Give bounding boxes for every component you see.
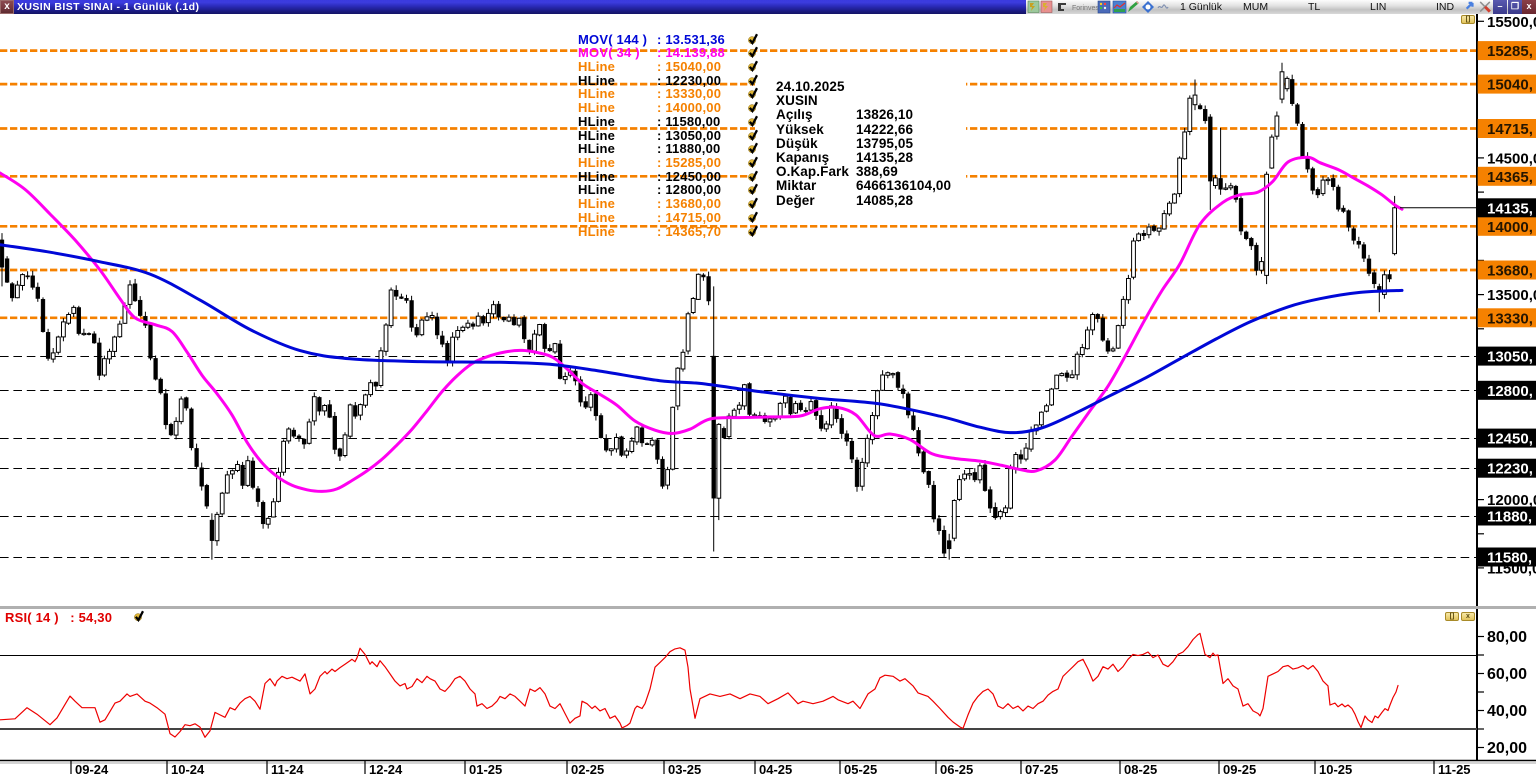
svg-text:13050,: 13050, [1487, 349, 1533, 366]
svg-text:10-25: 10-25 [1319, 762, 1352, 777]
svg-text:14500,0: 14500,0 [1487, 150, 1536, 167]
svg-text:15500,0: 15500,0 [1487, 14, 1536, 31]
svg-text:15285,: 15285, [1487, 43, 1533, 60]
svg-text:03-25: 03-25 [668, 762, 701, 777]
svg-text:11580,: 11580, [1487, 550, 1532, 567]
svg-text:60,00: 60,00 [1487, 666, 1527, 683]
svg-text:14365,: 14365, [1487, 169, 1533, 186]
svg-text:10-24: 10-24 [171, 762, 205, 777]
svg-text:14135,: 14135, [1487, 200, 1533, 217]
svg-text:20,00: 20,00 [1487, 740, 1527, 757]
svg-text:11-24: 11-24 [271, 762, 304, 777]
svg-text:08-25: 08-25 [1124, 762, 1157, 777]
svg-text:11-25: 11-25 [1438, 762, 1471, 777]
svg-text:12450,: 12450, [1487, 431, 1533, 448]
svg-text:Forinvest: Forinvest [1072, 5, 1101, 12]
svg-text:12000,0: 12000,0 [1487, 492, 1536, 509]
svg-text:40,00: 40,00 [1487, 703, 1527, 720]
svg-text:07-25: 07-25 [1025, 762, 1058, 777]
svg-text:80,00: 80,00 [1487, 629, 1527, 646]
svg-text:13680,: 13680, [1487, 263, 1533, 280]
svg-text:14715,: 14715, [1487, 121, 1533, 138]
svg-text:13500,0: 13500,0 [1487, 287, 1536, 304]
svg-text:09-25: 09-25 [1223, 762, 1256, 777]
svg-text:01-25: 01-25 [469, 762, 502, 777]
svg-text:12-24: 12-24 [369, 762, 403, 777]
svg-text:11880,: 11880, [1487, 509, 1532, 526]
svg-text:12800,: 12800, [1487, 383, 1533, 400]
svg-text:06-25: 06-25 [940, 762, 973, 777]
svg-text:04-25: 04-25 [759, 762, 792, 777]
svg-text:09-24: 09-24 [75, 762, 109, 777]
svg-text:05-25: 05-25 [844, 762, 877, 777]
svg-text:12230,: 12230, [1487, 461, 1533, 478]
svg-text:13330,: 13330, [1487, 310, 1533, 327]
svg-text:14000,: 14000, [1487, 219, 1533, 236]
svg-text:02-25: 02-25 [571, 762, 604, 777]
svg-text:15040,: 15040, [1487, 77, 1533, 94]
